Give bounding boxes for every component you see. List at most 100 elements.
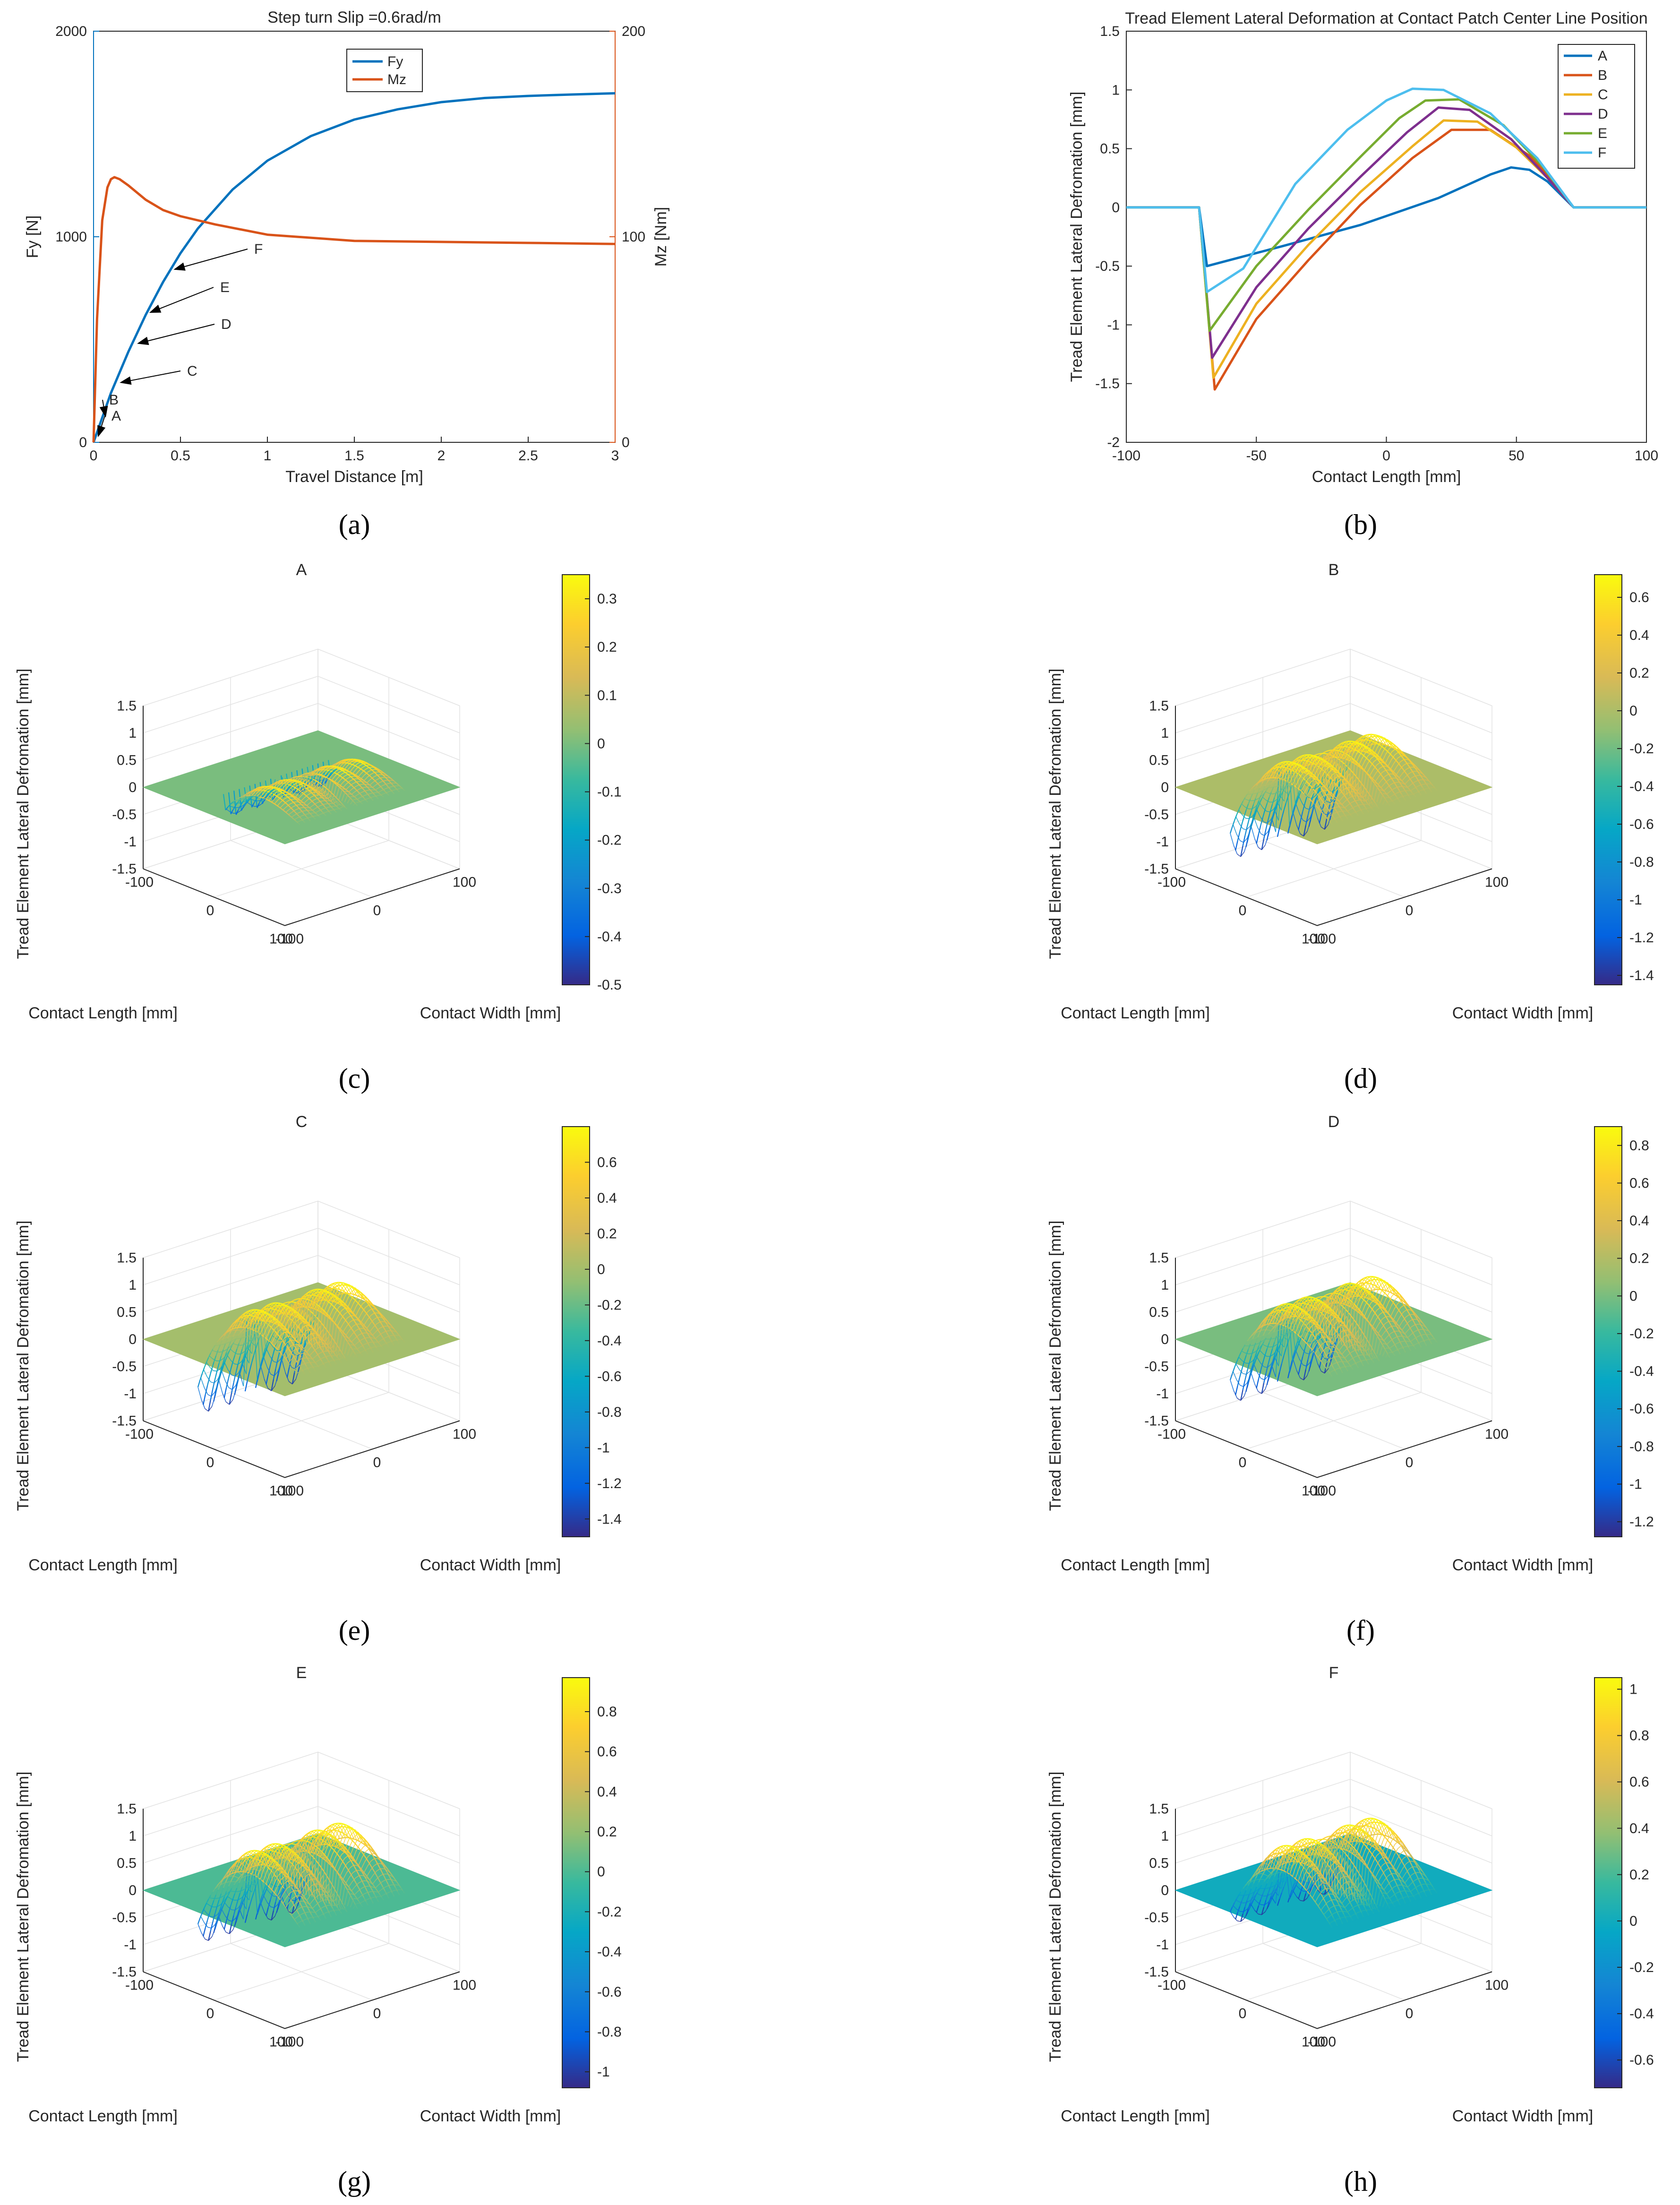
mesh-segment [319,804,323,807]
mesh-segment [291,799,294,800]
mesh-segment [326,806,330,809]
mesh-segment [318,809,323,811]
mesh-segment [260,792,265,798]
mesh-segment [297,820,301,823]
mesh-segment [1394,782,1398,784]
mesh-segment [289,798,292,801]
surface-mesh [142,730,461,844]
y-axis-label: Fy [N] [24,215,42,258]
mesh-segment [292,805,297,808]
mesh-segment [274,792,278,797]
mesh-segment [256,796,259,800]
mesh-segment [299,785,303,788]
y-tick-label: -100 [275,931,304,947]
mesh-segment [280,798,285,802]
mesh-segment [249,795,253,799]
mesh-segment [303,783,308,785]
mesh-segment [257,804,262,807]
mesh-segment [316,806,320,809]
mesh-segment [318,799,321,803]
y-axis-label: Contact Width [mm] [420,1004,561,1022]
mesh-segment [392,791,395,795]
mesh-segment [277,801,281,806]
mesh-segment [289,806,293,810]
mesh-segment [338,800,342,803]
mesh-segment [234,1329,239,1331]
mesh-segment [291,800,294,803]
mesh-segment [287,813,290,816]
mesh-segment [291,796,295,798]
annotation-label-a: A [111,408,121,424]
mesh-segment [365,767,369,770]
mesh-segment [358,784,361,787]
mesh-segment [357,797,361,800]
mesh-segment [370,776,374,780]
mesh-segment [369,775,373,779]
mesh-segment [338,774,342,778]
mesh-segment [278,806,282,809]
mesh-segment [246,798,250,803]
mesh-segment [298,816,302,818]
mesh-segment [1272,793,1276,794]
mesh-segment [295,808,300,810]
mesh-segment [388,790,392,792]
mesh-segment [343,768,347,770]
mesh-segment [345,758,350,762]
mesh-segment [322,807,326,810]
floor-axis [143,868,460,926]
mesh-segment [295,785,299,790]
mesh-segment [321,767,325,772]
annotation-label-c: C [187,363,197,379]
mesh-segment [279,781,283,785]
colorbar-tick-label: 0.2 [1629,665,1649,681]
mesh-segment [291,782,295,785]
mesh-segment [363,797,367,801]
y-tick-label: -1.5 [1095,376,1120,392]
mesh-segment [1431,787,1435,788]
mesh-segment [358,792,362,795]
annotation-label-d: D [221,317,231,332]
colorbar [1594,574,1622,985]
mesh-segment [339,761,343,765]
mesh-segment [342,810,346,812]
mesh-segment [359,793,362,796]
mesh-segment [226,809,230,812]
mesh-segment [270,783,274,786]
mesh-segment [347,776,351,779]
mesh-segment [285,809,290,813]
mesh-segment [295,804,298,807]
mesh-segment [313,774,317,790]
mesh-segment [349,767,354,773]
mesh-segment [374,795,378,797]
mesh-segment [1326,750,1329,752]
mesh-segment [383,780,387,782]
mesh-segment [298,789,301,792]
mesh-segment [316,813,319,817]
mesh-segment [1328,749,1331,751]
mesh-segment [283,810,286,812]
mesh-segment [375,787,379,791]
chart-title: B [1329,561,1339,579]
mesh-segment [313,817,317,820]
mesh-segment [232,806,236,808]
mesh-segment [271,798,276,802]
mesh-segment [317,818,321,819]
mesh-segment [355,803,358,807]
mesh-segment [333,768,337,772]
series-a-line [1126,166,1646,267]
y-tick-label: 0.5 [1100,141,1120,157]
mesh-segment [309,812,312,816]
mesh-segment [368,787,371,791]
mesh-segment [302,778,307,792]
mesh-segment [395,785,400,786]
colorbar [562,574,590,985]
mesh-segment [307,796,310,799]
mesh-segment [344,774,348,777]
series-fy-line [92,92,616,443]
mesh-segment [303,804,307,806]
mesh-segment [336,783,341,786]
mesh-segment [312,789,316,791]
mesh-segment [330,798,334,801]
z-tick-label: -0.5 [1144,807,1169,823]
mesh-segment [290,802,294,805]
